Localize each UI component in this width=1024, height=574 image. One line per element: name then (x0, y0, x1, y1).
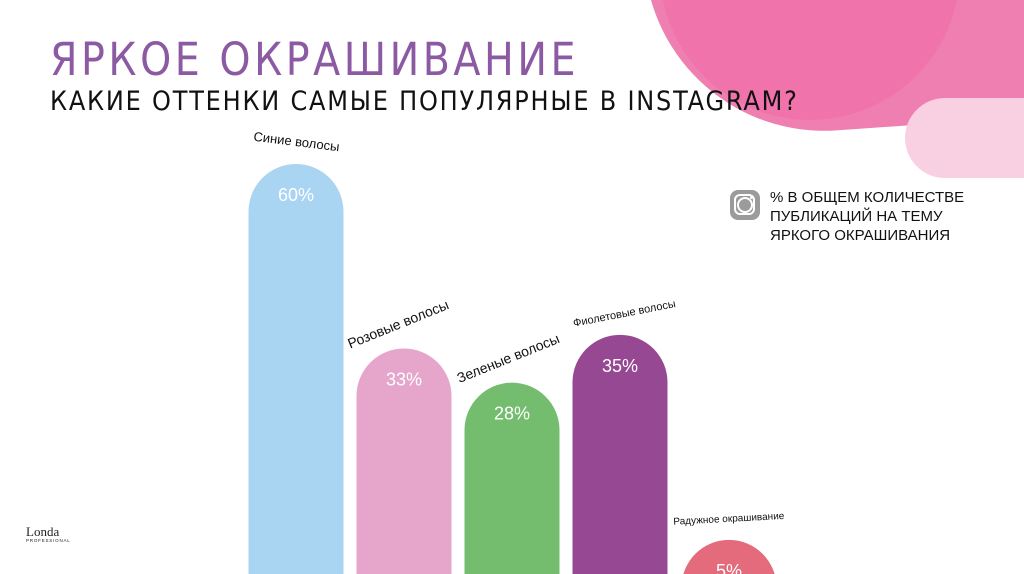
bar-value-label: 60% (278, 185, 314, 205)
legend-text: % в общем количестве публикаций на тему … (770, 188, 964, 245)
category-label: Синие волосы (253, 129, 341, 154)
category-label: Радужное окрашивание (673, 511, 785, 528)
brand-name: Londa (26, 524, 60, 539)
category-label: Фиолетовые волосы (572, 298, 677, 330)
bar (681, 539, 777, 574)
page-subtitle: Какие оттенки самые популярные в Instagr… (50, 86, 799, 117)
legend-line: публикаций на тему (770, 208, 943, 225)
bar (572, 334, 668, 574)
instagram-icon (730, 190, 760, 220)
category-label: Розовые волосы (345, 296, 451, 351)
decorative-light-pink-blob (905, 98, 1024, 178)
page-title: Яркое окрашивание (50, 33, 580, 86)
bar-value-label: 5% (716, 561, 742, 574)
bar-value-label: 28% (494, 404, 530, 424)
bar (464, 382, 560, 574)
bar-value-label: 35% (602, 356, 638, 376)
brand-sub: PROFESSIONAL (26, 538, 71, 543)
bar (356, 348, 452, 574)
bar-value-label: 33% (386, 370, 422, 390)
category-label: Зеленые волосы (455, 330, 562, 386)
bar (248, 164, 344, 574)
legend-line: яркого окрашивания (770, 227, 951, 244)
legend-line: % в общем количестве (770, 189, 965, 206)
brand-logo: Londa PROFESSIONAL (26, 525, 71, 544)
